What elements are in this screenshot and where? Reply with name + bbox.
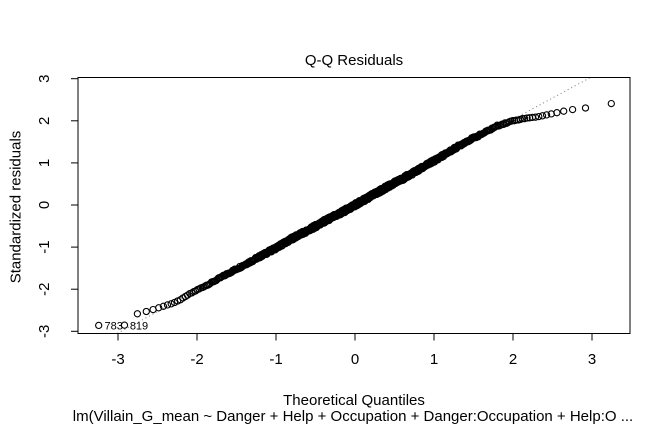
data-point — [560, 107, 568, 115]
x-tick-label: 3 — [588, 351, 596, 368]
data-point — [95, 321, 103, 330]
y-tick-label: 0 — [36, 201, 53, 209]
x-tick-label: -3 — [111, 351, 124, 368]
outlier-id-label: 783 — [105, 320, 123, 332]
data-point — [531, 113, 540, 121]
data-point — [133, 310, 142, 318]
x-axis-label: Theoretical Quantiles — [283, 392, 425, 409]
x-tick-label: -1 — [269, 351, 282, 368]
x-tick-label: 1 — [430, 351, 438, 368]
data-point — [159, 302, 168, 310]
data-point — [523, 114, 531, 122]
data-point — [518, 115, 527, 123]
data-point — [607, 99, 615, 108]
y-tick-label: 1 — [36, 159, 53, 167]
data-point — [542, 111, 551, 119]
data-point — [535, 112, 543, 121]
x-tick-label: 2 — [509, 351, 517, 368]
data-point — [188, 289, 196, 297]
data-point — [553, 109, 561, 117]
y-tick-label: -1 — [36, 240, 53, 253]
y-tick-label: 2 — [36, 117, 53, 125]
data-point — [120, 321, 129, 329]
model-formula-caption: lm(Villain_G_mean ~ Danger + Help + Occu… — [72, 408, 634, 425]
data-point — [581, 104, 590, 112]
data-point — [163, 301, 172, 309]
data-point — [538, 112, 547, 120]
data-point — [167, 300, 175, 308]
data-point — [568, 105, 577, 114]
data-point — [155, 304, 163, 312]
y-tick-label: -2 — [36, 283, 53, 296]
x-tick-label: 0 — [351, 351, 359, 368]
outlier-id-label: 819 — [130, 320, 148, 332]
y-tick-label: 3 — [36, 75, 53, 83]
data-point — [142, 307, 150, 316]
chart-title: Q-Q Residuals — [304, 52, 404, 69]
data-point — [183, 291, 192, 299]
y-tick-label: -3 — [36, 325, 53, 338]
x-tick-label: -2 — [190, 351, 203, 368]
